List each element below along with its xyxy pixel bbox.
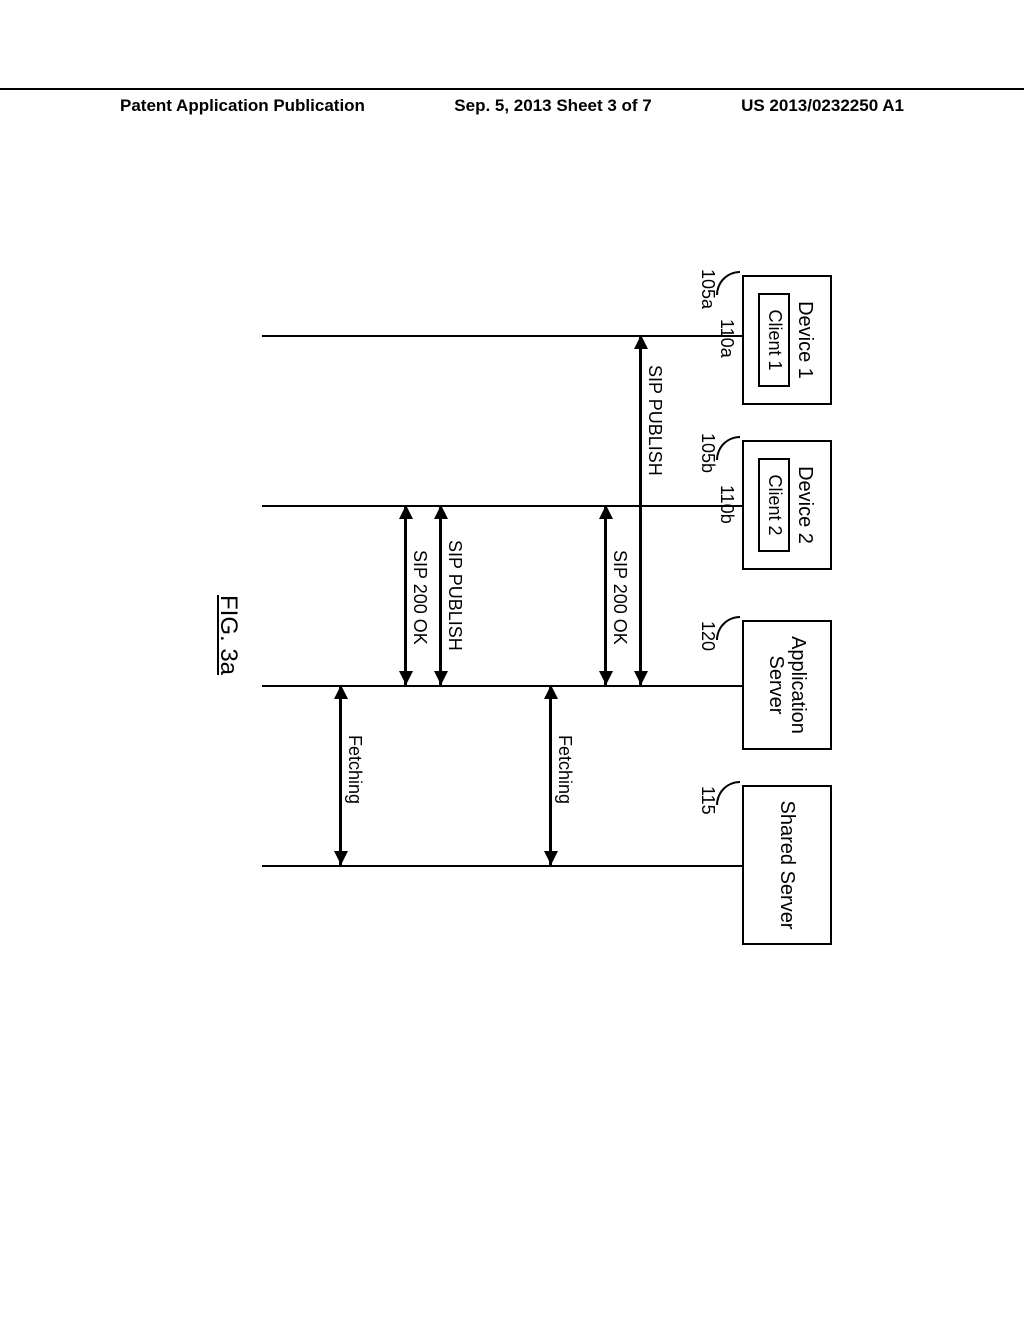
figure-label: FIG. 3a	[214, 595, 242, 675]
shared-server-title: Shared Server	[776, 801, 798, 930]
msg2-arrow-l	[599, 505, 613, 519]
device2-box: Device 2 Client 2	[742, 440, 832, 570]
ref-120: 120	[697, 621, 718, 651]
ref-curve-105a	[716, 271, 740, 295]
msg5-line	[405, 505, 408, 685]
app-server-title-2: Server	[765, 656, 787, 715]
ref-105a: 105a	[697, 269, 718, 309]
ref-curve-105b	[716, 436, 740, 460]
msg3-line	[550, 685, 553, 865]
shared-server-box: Shared Server	[742, 785, 832, 945]
app-server-title-1: Application	[787, 636, 809, 734]
device1-title: Device 1	[794, 301, 816, 379]
header-center: Sep. 5, 2013 Sheet 3 of 7	[454, 96, 651, 116]
msg4-arrow-l	[434, 505, 448, 519]
msg2-label: SIP 200 OK	[609, 550, 630, 645]
header-right: US 2013/0232250 A1	[741, 96, 904, 116]
ref-curve-120	[716, 616, 740, 640]
msg5-label: SIP 200 OK	[409, 550, 430, 645]
client2-box: Client 2	[758, 458, 790, 551]
ref-curve-115	[716, 781, 740, 805]
client1-box: Client 1	[758, 293, 790, 386]
device2-title: Device 2	[794, 466, 816, 544]
msg1-arrow-r	[634, 671, 648, 685]
msg4-arrow-r	[434, 671, 448, 685]
page-header: Patent Application Publication Sep. 5, 2…	[0, 88, 1024, 116]
msg4-label: SIP PUBLISH	[444, 540, 465, 651]
msg6-label: Fetching	[344, 735, 365, 804]
lifeline-device2	[262, 505, 742, 507]
msg1-arrow-l	[634, 335, 648, 349]
msg5-arrow-r	[399, 671, 413, 685]
ref-115: 115	[697, 786, 718, 815]
device1-box: Device 1 Client 1	[742, 275, 832, 405]
msg1-line	[640, 335, 643, 685]
header-left: Patent Application Publication	[120, 96, 365, 116]
msg3-label: Fetching	[554, 735, 575, 804]
msg1-label: SIP PUBLISH	[644, 365, 665, 476]
app-server-box: Application Server	[742, 620, 832, 750]
lifeline-shared-server	[262, 865, 742, 867]
msg2-line	[605, 505, 608, 685]
msg3-arrow-l	[544, 685, 558, 699]
sequence-diagram: Device 1 Client 1 105a 110a Device 2 Cli…	[192, 275, 832, 1045]
msg6-line	[340, 685, 343, 865]
msg6-arrow-r	[334, 851, 348, 865]
ref-110a: 110a	[716, 319, 737, 358]
msg2-arrow-r	[599, 671, 613, 685]
msg4-line	[440, 505, 443, 685]
msg3-arrow-r	[544, 851, 558, 865]
msg6-arrow-l	[334, 685, 348, 699]
msg5-arrow-l	[399, 505, 413, 519]
lifeline-device1	[262, 335, 742, 337]
ref-105b: 105b	[697, 433, 718, 473]
